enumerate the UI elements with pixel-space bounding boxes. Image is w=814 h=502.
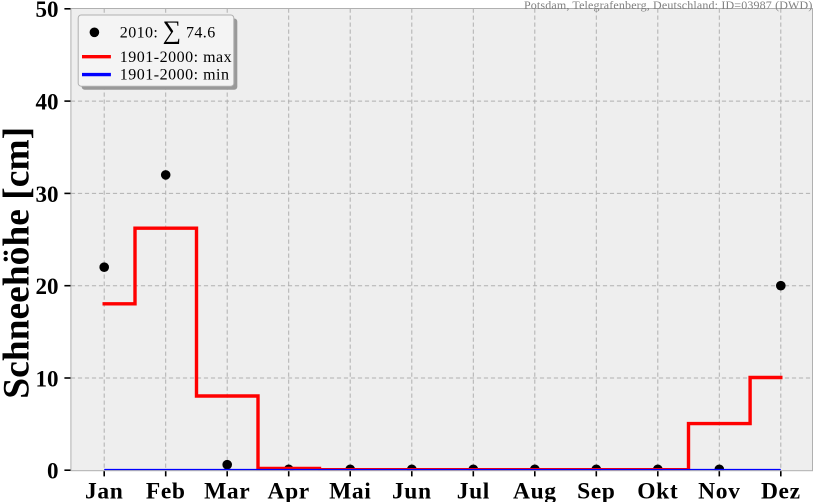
svg-text:Sep: Sep (577, 478, 615, 502)
svg-text:Schneehöhe [cm]: Schneehöhe [cm] (0, 127, 37, 399)
svg-text:40: 40 (36, 90, 59, 115)
svg-text:50: 50 (36, 0, 59, 22)
svg-text:30: 30 (36, 182, 59, 207)
svg-text:20: 20 (36, 274, 59, 299)
svg-text:Jun: Jun (392, 478, 432, 502)
svg-text:Mar: Mar (204, 478, 250, 502)
svg-text:Jan: Jan (85, 478, 123, 502)
svg-text:Okt: Okt (637, 478, 678, 502)
svg-text:Potsdam, Telegrafenberg, Deuts: Potsdam, Telegrafenberg, Deutschland: ID… (524, 0, 813, 12)
svg-text:Mai: Mai (329, 478, 371, 502)
svg-text:Jul: Jul (457, 478, 490, 502)
svg-text:1901-2000: max: 1901-2000: max (120, 49, 232, 66)
svg-text:Apr: Apr (268, 478, 310, 502)
svg-text:10: 10 (36, 366, 59, 391)
svg-text:Nov: Nov (698, 478, 740, 502)
svg-text:Feb: Feb (146, 478, 186, 502)
svg-text:0: 0 (47, 459, 59, 484)
svg-text:1901-2000: min: 1901-2000: min (120, 67, 230, 84)
svg-text:Dez: Dez (761, 478, 801, 502)
svg-text:Aug: Aug (513, 478, 557, 502)
